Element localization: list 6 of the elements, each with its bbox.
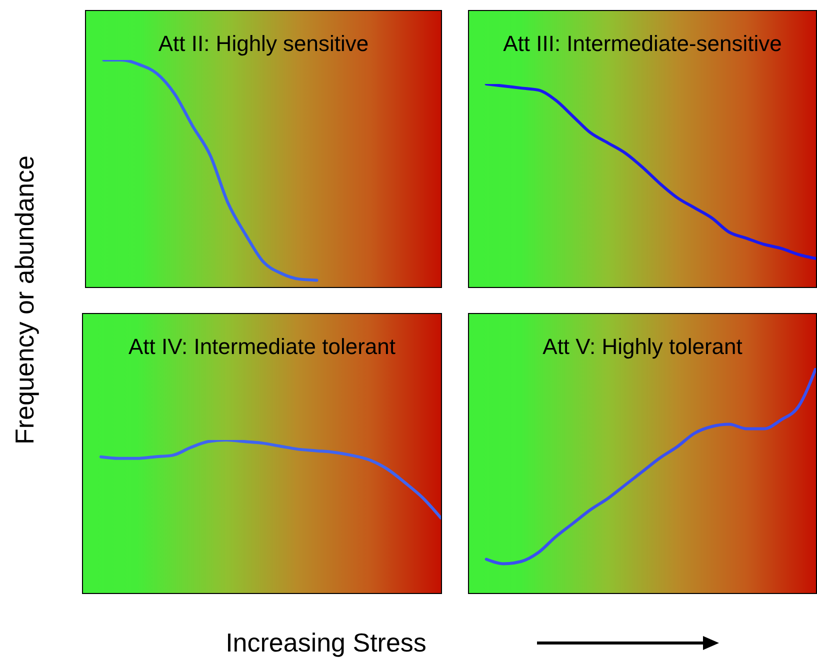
chart-title: Att III: Intermediate-sensitive <box>502 31 783 57</box>
x-axis-title: Increasing Stress <box>226 628 426 658</box>
chart-title: Att V: Highly tolerant <box>542 334 744 360</box>
y-axis-title: Frequency or abundance <box>10 155 40 445</box>
chart-title: Att IV: Intermediate tolerant <box>128 334 396 360</box>
chart-title: Att II: Highly sensitive <box>157 31 370 57</box>
